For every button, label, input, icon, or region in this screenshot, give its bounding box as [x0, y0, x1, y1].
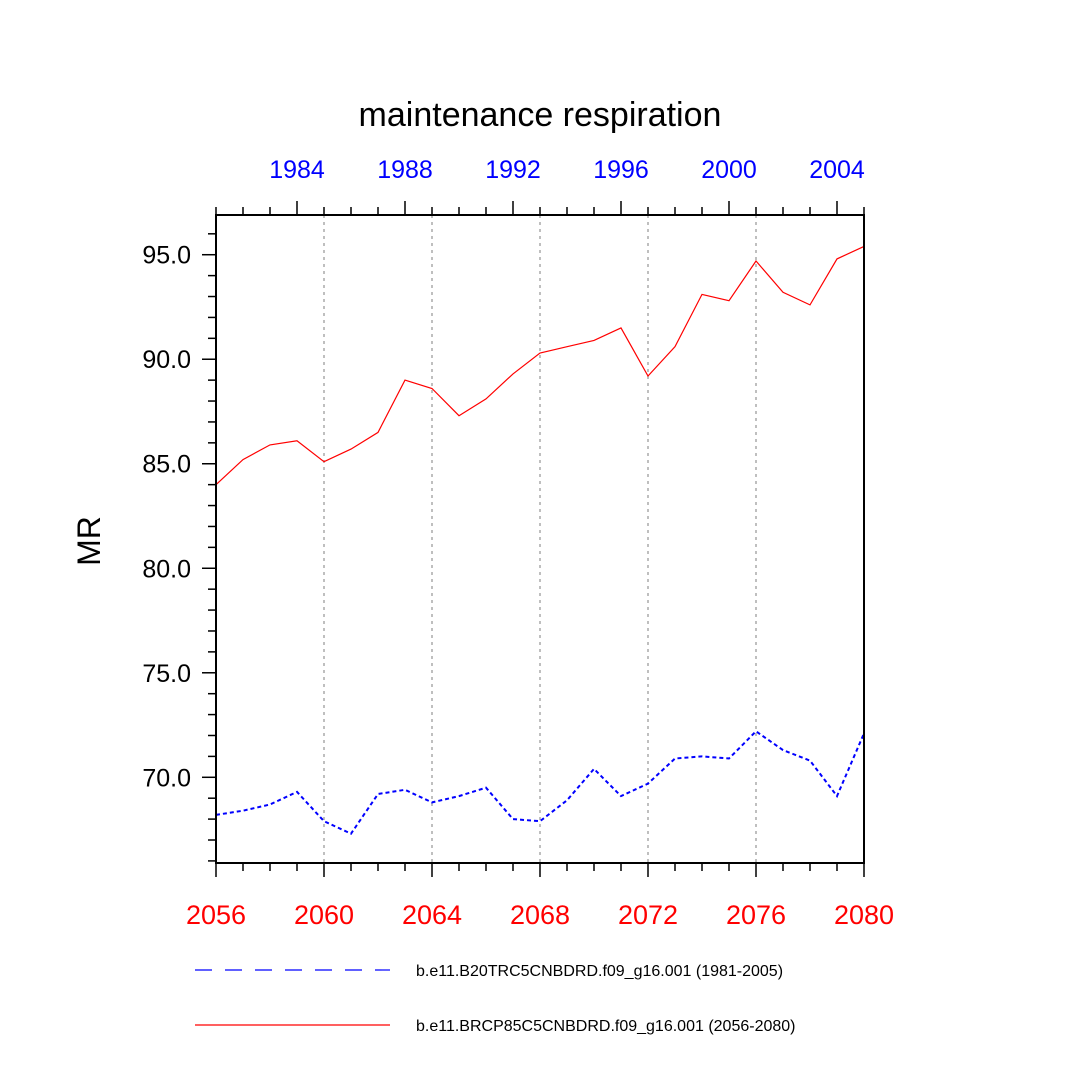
- y-tick-label: 85.0: [142, 451, 191, 479]
- y-axis-label: MR: [71, 516, 107, 566]
- axis-ticks: 2056 2060 2064 2068 2072 2076 2080 1984 1988 1992…: [142, 156, 894, 930]
- x-top-tick-label: 1996: [593, 156, 649, 184]
- legend-entry-label: b.e11.B20TRC5CNBDRD.f09_g16.001 (1981-20…: [416, 963, 783, 980]
- gridlines: [323, 215, 757, 863]
- x-bottom-tick-label: 2060: [294, 900, 354, 930]
- x-top-tick-label: 2000: [701, 156, 757, 184]
- y-tick-label: 75.0: [142, 660, 191, 688]
- x-bottom-tick-label: 2076: [726, 900, 786, 930]
- x-top-tick-label: 2004: [809, 156, 865, 184]
- y-tick-label: 95.0: [142, 242, 191, 270]
- x-top-tick-label: 1984: [269, 156, 325, 184]
- series-line-rcp85: [215, 245, 865, 486]
- y-tick-label: 90.0: [142, 346, 191, 374]
- x-bottom-tick-label: 2068: [510, 900, 570, 930]
- x-bottom-tick-label: 2072: [618, 900, 678, 930]
- legend: b.e11.B20TRC5CNBDRD.f09_g16.001 (1981-20…: [195, 963, 795, 1035]
- x-bottom-tick-label: 2064: [402, 900, 462, 930]
- x-bottom-tick-label: 2056: [186, 900, 246, 930]
- x-bottom-tick-label: 2080: [834, 900, 894, 930]
- series-layer: [215, 245, 865, 835]
- chart-title: maintenance respiration: [359, 96, 722, 134]
- x-top-tick-label: 1992: [485, 156, 541, 184]
- y-tick-label: 80.0: [142, 555, 191, 583]
- legend-entry-label: b.e11.BRCP85C5CNBDRD.f09_g16.001 (2056-2…: [416, 1018, 795, 1035]
- y-tick-label: 70.0: [142, 764, 191, 792]
- x-top-tick-label: 1988: [377, 156, 433, 184]
